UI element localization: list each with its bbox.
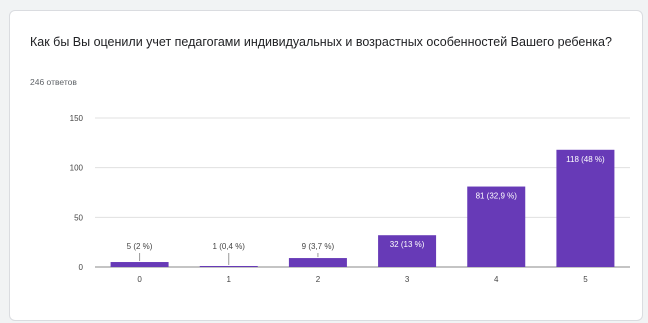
data-label: 32 (13 %) xyxy=(390,240,425,249)
bar xyxy=(556,149,615,267)
question-title: Как бы Вы оценили учет педагогами индиви… xyxy=(30,35,612,49)
x-tick-label: 4 xyxy=(494,275,499,284)
bar xyxy=(110,262,169,267)
data-label: 5 (2 %) xyxy=(127,242,153,251)
y-tick-label: 0 xyxy=(79,263,84,272)
x-tick-label: 5 xyxy=(583,275,588,284)
y-tick-label: 100 xyxy=(70,164,84,173)
bar xyxy=(378,235,437,267)
x-tick-label: 1 xyxy=(227,275,232,284)
data-label: 1 (0,4 %) xyxy=(213,242,246,251)
bar-chart: 0 50 100 150 5 (2 %) 0 1 (0,4 %) 1 9 (3,7 %) 2 32 … xyxy=(70,114,630,284)
data-label: 81 (32,9 %) xyxy=(476,192,518,201)
x-tick-label: 0 xyxy=(137,275,142,284)
y-tick-label: 50 xyxy=(74,213,83,222)
bar xyxy=(467,186,526,267)
x-tick-label: 2 xyxy=(316,275,321,284)
bar xyxy=(288,258,347,267)
data-label: 9 (3,7 %) xyxy=(302,242,335,251)
question-card: Как бы Вы оценили учет педагогами индиви… xyxy=(9,10,643,321)
bar xyxy=(199,266,258,267)
response-count: 246 ответов xyxy=(30,77,77,87)
y-tick-label: 150 xyxy=(70,114,84,123)
x-tick-label: 3 xyxy=(405,275,410,284)
data-label: 118 (48 %) xyxy=(566,155,605,164)
